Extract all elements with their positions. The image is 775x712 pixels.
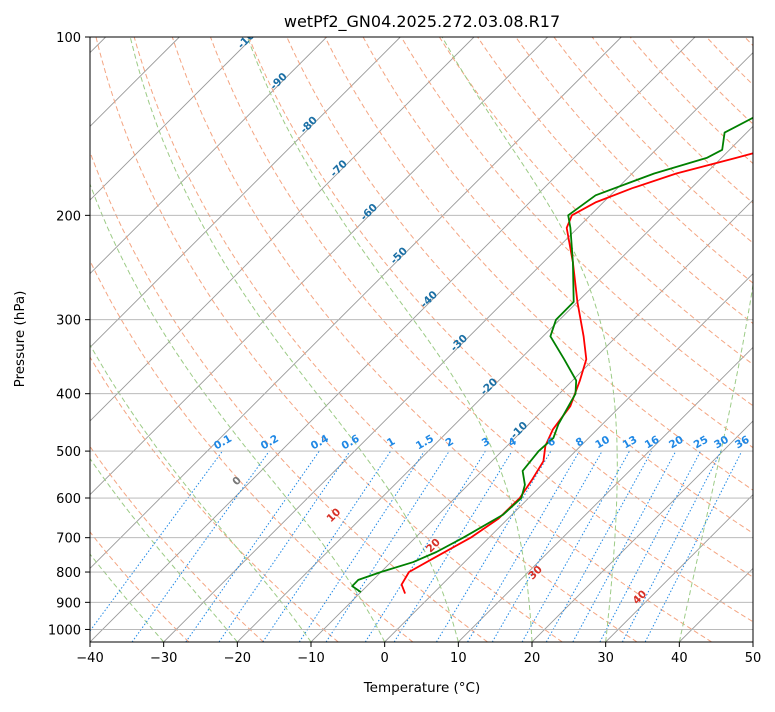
x-tick-label: 10 — [450, 651, 467, 666]
x-axis-label: Temperature (°C) — [363, 680, 481, 696]
y-tick-label: 800 — [56, 566, 81, 581]
x-tick-label: 20 — [524, 651, 541, 666]
x-tick-label: −30 — [150, 651, 177, 666]
y-tick-label: 900 — [56, 596, 81, 611]
x-tick-label: −20 — [224, 651, 251, 666]
x-tick-label: −10 — [297, 651, 324, 666]
x-tick-label: 40 — [671, 651, 688, 666]
y-tick-label: 1000 — [48, 623, 81, 638]
y-tick-label: 600 — [56, 492, 81, 507]
x-tick-label: −40 — [76, 651, 103, 666]
x-tick-label: 0 — [381, 651, 389, 666]
y-tick-label: 500 — [56, 445, 81, 460]
chart-title: wetPf2_GN04.2025.272.03.08.R17 — [284, 12, 560, 32]
y-tick-label: 100 — [56, 31, 81, 46]
x-tick-label: 50 — [745, 651, 762, 666]
x-tick-label: 30 — [597, 651, 614, 666]
y-axis-label: Pressure (hPa) — [12, 291, 28, 388]
y-tick-label: 700 — [56, 532, 81, 547]
y-tick-label: 300 — [56, 314, 81, 329]
y-tick-label: 400 — [56, 388, 81, 403]
y-tick-label: 200 — [56, 209, 81, 224]
